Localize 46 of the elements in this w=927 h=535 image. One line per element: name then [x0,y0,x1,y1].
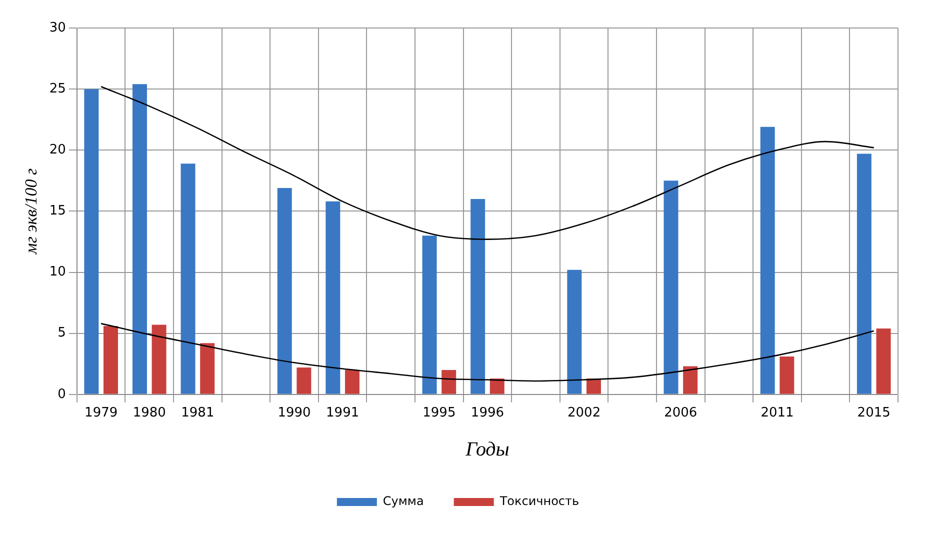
bar [586,378,601,394]
bar [490,378,504,394]
bar [344,370,360,394]
bar [470,198,486,394]
x-tick-label: 1996 [470,406,504,421]
bar [132,84,147,394]
bar [296,368,312,394]
x-tick-label: 1981 [181,406,214,421]
bar [84,89,99,394]
bar [760,126,775,394]
bar [567,270,582,394]
x-axis-title: Годы [464,438,510,460]
x-tick-label: 1990 [278,406,311,421]
legend-label: Сумма [382,494,424,508]
x-tick-label: 2002 [568,406,601,421]
bar [856,154,872,394]
x-tick-label: 2015 [857,406,890,421]
x-tick-label: 2006 [664,406,698,421]
bar [664,180,678,394]
y-tick-label: 10 [49,264,66,280]
y-axis-title: мг экв/100 г [22,168,41,256]
bar [780,356,794,394]
x-tick-label: 1980 [132,406,166,421]
bar [876,328,891,394]
bar [422,236,437,394]
y-tick-label: 20 [49,142,66,158]
bar [104,326,118,394]
bar [277,188,292,394]
line-series [100,86,874,240]
x-tick-label: 1995 [422,406,456,421]
bar [326,201,340,394]
bar [683,366,698,394]
legend-label: Токсичность [498,494,580,508]
bar [442,370,456,394]
bar [200,343,215,394]
bar [180,164,196,394]
y-tick-label: 30 [49,20,66,36]
y-tick-label: 25 [49,81,66,96]
bar [152,324,166,394]
y-tick-label: 0 [58,386,66,402]
x-tick-label: 1979 [84,406,118,421]
x-tick-label: 2011 [760,406,794,421]
x-tick-label: 1991 [326,406,360,421]
y-tick-label: 5 [58,326,66,341]
y-tick-label: 15 [49,204,66,219]
line-series [100,322,874,382]
